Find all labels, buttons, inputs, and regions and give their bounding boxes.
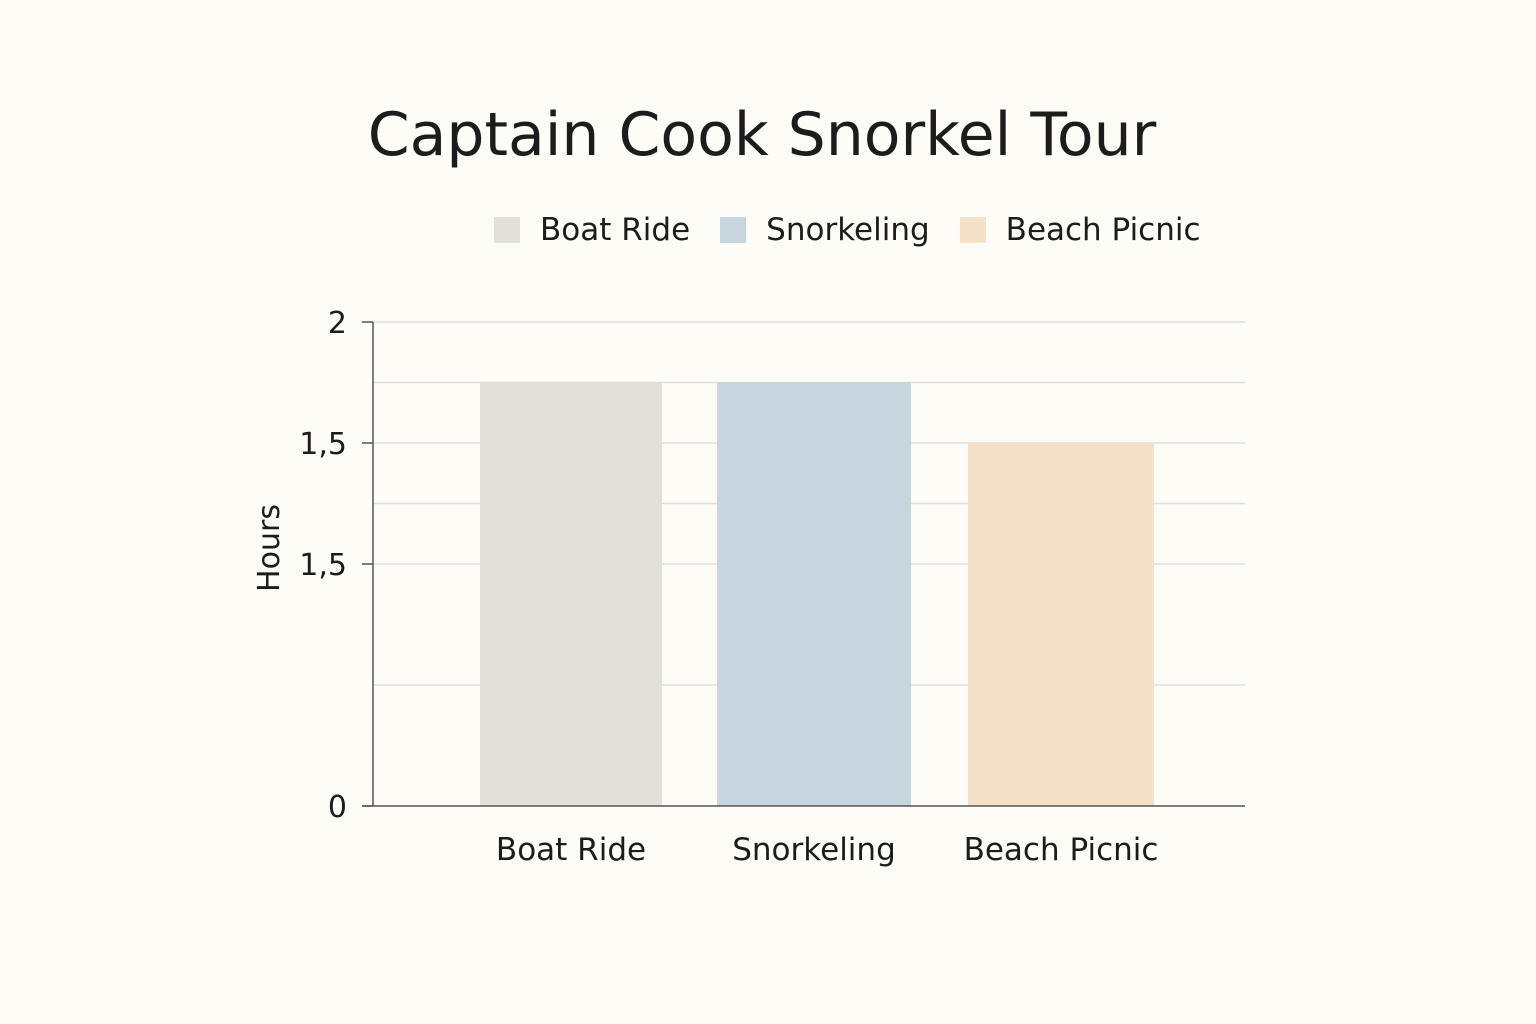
legend-swatch-snorkeling bbox=[720, 217, 747, 243]
legend-item-snorkeling: Snorkeling bbox=[720, 212, 930, 248]
legend-label-beach-picnic: Beach Picnic bbox=[1005, 212, 1201, 248]
legend-item-boat-ride: Boat Ride bbox=[494, 212, 690, 248]
bar-snorkeling bbox=[717, 382, 911, 806]
x-label-snorkeling: Snorkeling bbox=[732, 832, 896, 868]
legend-swatch-boat-ride bbox=[494, 217, 520, 243]
y-tick-label-0: 0 bbox=[328, 790, 347, 825]
legend-swatch-beach-picnic bbox=[959, 217, 986, 243]
chart-title: Captain Cook Snorkel Tour bbox=[367, 100, 1157, 170]
legend-label-boat-ride: Boat Ride bbox=[540, 212, 691, 248]
x-label-boat-ride: Boat Ride bbox=[496, 832, 646, 868]
y-axis-title: Hours bbox=[252, 504, 287, 592]
legend-label-snorkeling: Snorkeling bbox=[766, 212, 930, 248]
x-category-labels: Boat Ride Snorkeling Beach Picnic bbox=[496, 832, 1159, 868]
bar-beach-picnic bbox=[968, 443, 1154, 806]
legend: Boat Ride Snorkeling Beach Picnic bbox=[494, 208, 1231, 252]
y-ticks: 0 1,5 1,5 2 bbox=[299, 306, 373, 825]
y-tick-label-2: 1,5 bbox=[299, 427, 347, 462]
legend-item-beach-picnic: Beach Picnic bbox=[959, 212, 1201, 248]
x-label-beach-picnic: Beach Picnic bbox=[964, 832, 1159, 868]
bars bbox=[480, 382, 1154, 806]
y-tick-label-3: 2 bbox=[328, 306, 347, 341]
bar-boat-ride bbox=[480, 382, 662, 806]
y-tick-label-1: 1,5 bbox=[299, 548, 347, 583]
